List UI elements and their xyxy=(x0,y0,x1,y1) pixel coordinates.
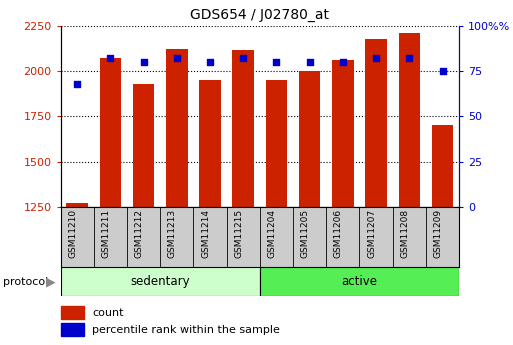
Text: GSM11205: GSM11205 xyxy=(301,209,310,258)
Text: GSM11208: GSM11208 xyxy=(400,209,409,258)
Point xyxy=(372,56,380,61)
Bar xyxy=(432,126,453,207)
Text: GSM11206: GSM11206 xyxy=(334,209,343,258)
Point xyxy=(405,56,413,61)
Text: active: active xyxy=(342,275,378,288)
Text: GSM11212: GSM11212 xyxy=(134,209,144,258)
Bar xyxy=(61,306,85,319)
Bar xyxy=(61,323,85,336)
Bar xyxy=(61,267,260,296)
Point xyxy=(339,59,347,65)
Text: GSM11214: GSM11214 xyxy=(201,209,210,258)
Point xyxy=(306,59,314,65)
Point xyxy=(206,59,214,65)
Point xyxy=(106,56,114,61)
Bar xyxy=(260,267,459,296)
Bar xyxy=(299,71,321,207)
Text: GSM11207: GSM11207 xyxy=(367,209,376,258)
Text: protocol: protocol xyxy=(3,277,48,287)
Bar xyxy=(133,84,154,207)
Point xyxy=(439,68,447,74)
Text: GSM11211: GSM11211 xyxy=(102,209,110,258)
Point xyxy=(272,59,281,65)
Point xyxy=(73,81,81,87)
Bar xyxy=(232,50,254,207)
Point xyxy=(173,56,181,61)
Point xyxy=(140,59,148,65)
Text: GSM11213: GSM11213 xyxy=(168,209,177,258)
Text: GSM11210: GSM11210 xyxy=(68,209,77,258)
Bar xyxy=(66,203,88,207)
Bar xyxy=(199,80,221,207)
Text: GSM11215: GSM11215 xyxy=(234,209,243,258)
Bar xyxy=(365,39,387,207)
Text: GSM11209: GSM11209 xyxy=(433,209,443,258)
Text: ▶: ▶ xyxy=(46,275,56,288)
Bar xyxy=(166,49,188,207)
Text: count: count xyxy=(92,308,124,317)
Text: sedentary: sedentary xyxy=(130,275,190,288)
Text: GSM11204: GSM11204 xyxy=(267,209,277,258)
Text: percentile rank within the sample: percentile rank within the sample xyxy=(92,325,280,335)
Title: GDS654 / J02780_at: GDS654 / J02780_at xyxy=(190,8,329,22)
Point xyxy=(239,56,247,61)
Bar xyxy=(399,33,420,207)
Bar xyxy=(266,80,287,207)
Bar xyxy=(332,60,353,207)
Bar xyxy=(100,58,121,207)
